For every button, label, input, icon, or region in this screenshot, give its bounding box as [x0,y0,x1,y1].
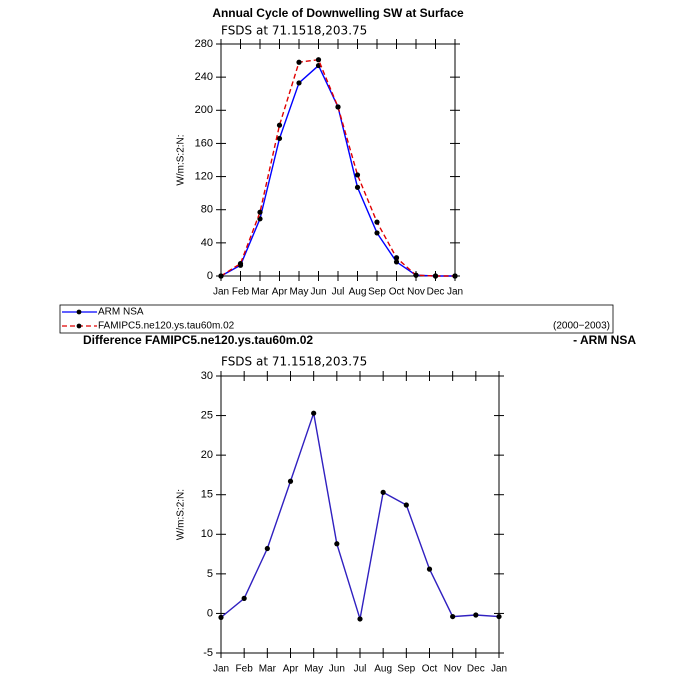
data-point [237,260,244,267]
x-tick-label: Feb [236,664,254,675]
data-point [276,122,283,128]
y-tick-label: 240 [195,71,213,83]
y-tick-label: 10 [201,528,213,540]
data-point [335,104,341,110]
data-point [311,410,317,416]
data-point [452,273,458,279]
plot-frame [220,43,456,277]
legend-box [59,304,614,334]
legend-marker [76,323,82,329]
x-tick-label: Jun [310,287,326,298]
data-point [432,273,439,279]
data-point [450,613,456,620]
data-point [276,135,283,142]
data-point [403,502,409,508]
x-tick-label: Aug [374,664,392,675]
data-point [426,566,433,572]
data-point [354,184,361,190]
x-tick-label: Dec [467,664,485,675]
data-point [315,57,322,63]
data-point [496,613,502,620]
x-tick-label: Jul [332,287,345,298]
x-tick-label: Feb [232,287,250,298]
y-tick-label: 120 [195,170,213,182]
x-tick-label: Sep [397,664,415,675]
data-point [374,219,380,225]
x-tick-label: Apr [283,664,299,675]
x-tick-label: Jan [447,287,463,298]
data-point [296,59,302,65]
annotation: (2000−2003) [553,321,610,332]
x-tick-label: Nov [444,664,462,675]
x-tick-label: Jun [329,664,345,675]
y-tick-label: 0 [207,270,213,282]
y-tick-label: 200 [195,104,213,116]
y-tick-label: 15 [201,489,213,501]
data-point [334,541,340,547]
x-tick-label: Aug [349,287,367,298]
data-point [393,259,400,265]
data-point [264,545,270,552]
x-tick-label: Jul [354,664,367,675]
y-tick-label: 30 [201,370,213,382]
x-tick-label: Jan [491,664,507,675]
data-point [296,80,302,86]
legend-marker [76,309,82,315]
data-point [218,273,224,279]
y-tick-label: 20 [201,449,213,461]
data-point [218,614,224,620]
y-tick-label: 5 [207,568,213,580]
y-tick-label: 160 [195,137,213,149]
subtitle: FSDS at 71.1518,203.75 [221,355,367,369]
y-tick-label: 25 [201,409,213,421]
data-point [287,478,294,484]
y-tick-label: 0 [207,607,213,619]
legend-label: ARM NSA [98,307,144,318]
x-tick-label: Jan [213,664,229,675]
data-point [357,616,363,622]
x-tick-label: May [304,664,323,675]
x-tick-label: Oct [389,287,405,298]
x-tick-label: Dec [427,287,445,298]
x-tick-label: Mar [259,664,277,675]
y-axis-label: W/m:S:2:N: [176,489,187,540]
data-point [413,272,419,278]
x-tick-label: May [290,287,309,298]
y-axis-label: W/m:S:2:N: [176,134,187,185]
data-point [380,489,386,495]
x-tick-label: Mar [251,287,269,298]
data-point [374,230,380,236]
subtitle: FSDS at 71.1518,203.75 [221,24,367,38]
x-tick-label: Oct [422,664,438,675]
data-point [473,612,479,618]
y-tick-label: -5 [203,647,213,659]
x-tick-label: Sep [368,287,386,298]
series-line [220,412,500,620]
y-tick-label: 40 [201,237,213,249]
legend-label: FAMIPC5.ne120.ys.tau60m.02 [98,321,235,332]
series-line [220,64,455,277]
y-tick-label: 80 [201,204,213,216]
chart-title: Difference FAMIPC5.ne120.ys.tau60m.02 [83,333,313,347]
x-tick-label: Apr [272,287,288,298]
data-point [393,255,400,261]
series-line [220,58,455,277]
data-point [241,595,247,601]
x-tick-label: Jan [213,287,229,298]
chart-title: Annual Cycle of Downwelling SW at Surfac… [212,6,464,20]
y-tick-label: 280 [195,38,213,50]
plot-frame [220,375,500,654]
data-point [354,172,361,178]
chart-title-right: - ARM NSA [573,333,636,347]
x-tick-label: Nov [407,287,425,298]
data-point [257,209,263,215]
